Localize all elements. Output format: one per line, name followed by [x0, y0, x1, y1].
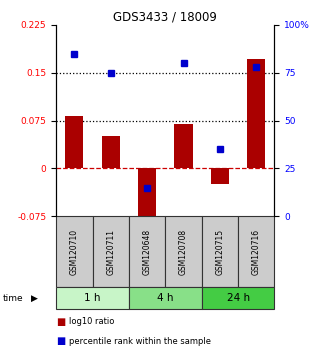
Bar	[56, 287, 129, 309]
Text: GSM120710: GSM120710	[70, 229, 79, 275]
Bar	[102, 137, 120, 169]
Text: percentile rank within the sample: percentile rank within the sample	[69, 337, 211, 346]
Bar	[211, 169, 229, 184]
Text: 24 h: 24 h	[227, 293, 250, 303]
Bar	[65, 116, 83, 169]
Bar	[165, 216, 202, 287]
Bar	[129, 287, 202, 309]
Bar	[174, 124, 193, 169]
Bar	[202, 287, 274, 309]
Bar	[238, 216, 274, 287]
Bar	[247, 59, 265, 169]
Title: GDS3433 / 18009: GDS3433 / 18009	[113, 11, 217, 24]
Bar	[129, 216, 165, 287]
Text: ▶: ▶	[30, 293, 37, 303]
Text: ■: ■	[56, 316, 65, 327]
Text: GSM120711: GSM120711	[106, 229, 115, 275]
Text: GSM120716: GSM120716	[252, 229, 261, 275]
Text: 4 h: 4 h	[157, 293, 174, 303]
Text: GSM120715: GSM120715	[215, 229, 224, 275]
Bar	[138, 169, 156, 229]
Bar	[92, 216, 129, 287]
Text: 1 h: 1 h	[84, 293, 101, 303]
Text: ■: ■	[56, 336, 65, 347]
Text: time: time	[3, 293, 24, 303]
Text: GSM120708: GSM120708	[179, 229, 188, 275]
Text: log10 ratio: log10 ratio	[69, 317, 114, 326]
Bar	[56, 216, 92, 287]
Text: GSM120648: GSM120648	[143, 229, 152, 275]
Bar	[202, 216, 238, 287]
